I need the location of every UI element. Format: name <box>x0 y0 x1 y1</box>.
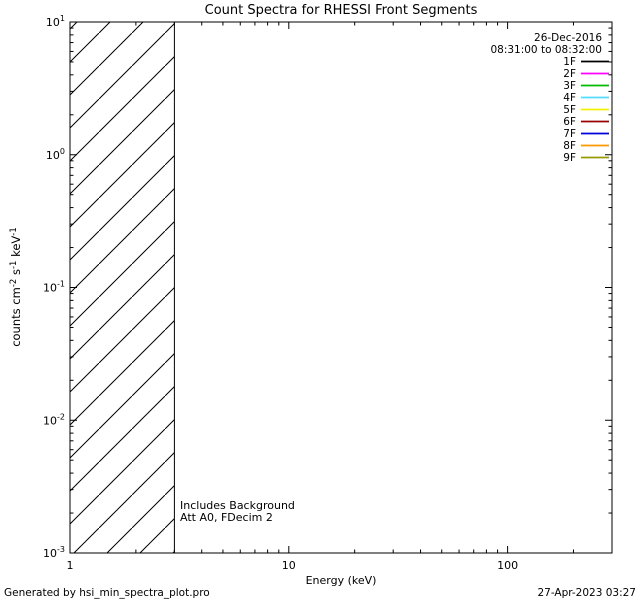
y-tick-label: 10-1 <box>43 280 65 295</box>
legend-entry-label: 2F <box>563 68 576 80</box>
annotation-includes-background: Includes Background <box>180 499 295 512</box>
x-tick-label: 100 <box>497 559 518 572</box>
legend-entry-label: 6F <box>563 116 576 128</box>
legend-entry-label: 8F <box>563 140 576 152</box>
x-tick-label: 10 <box>282 559 296 572</box>
legend-entry-label: 4F <box>563 92 576 104</box>
x-tick-label: 1 <box>67 559 74 572</box>
x-axis-label: Energy (keV) <box>306 574 377 587</box>
hatch-region <box>70 22 175 553</box>
footer-generator: Generated by hsi_min_spectra_plot.pro <box>4 587 210 599</box>
legend-entry-label: 9F <box>563 152 576 164</box>
y-tick-label: 10-2 <box>43 412 65 427</box>
y-axis-label: counts cm-2 s-1 keV-1 <box>9 227 23 347</box>
legend-time-range: 08:31:00 to 08:32:00 <box>490 44 602 56</box>
chart-title: Count Spectra for RHESSI Front Segments <box>205 3 478 18</box>
plot-area: 1 10 100 101 100 10-1 10-2 10-3 counts cm-2 s-1 … <box>9 14 613 572</box>
legend-date: 26-Dec-2016 <box>534 32 602 44</box>
annotation-attenuator-state: Att A0, FDecim 2 <box>180 511 273 524</box>
y-tick-label: 101 <box>46 14 65 29</box>
y-tick-label: 100 <box>46 147 65 162</box>
legend-entry-label: 7F <box>563 128 576 140</box>
footer-datetime: 27-Apr-2023 03:27 <box>537 587 636 599</box>
legend-entry-label: 3F <box>563 80 576 92</box>
legend-entry-label: 5F <box>563 104 576 116</box>
y-tick-label: 10-3 <box>43 545 65 560</box>
legend-entry-label: 1F <box>563 56 576 68</box>
